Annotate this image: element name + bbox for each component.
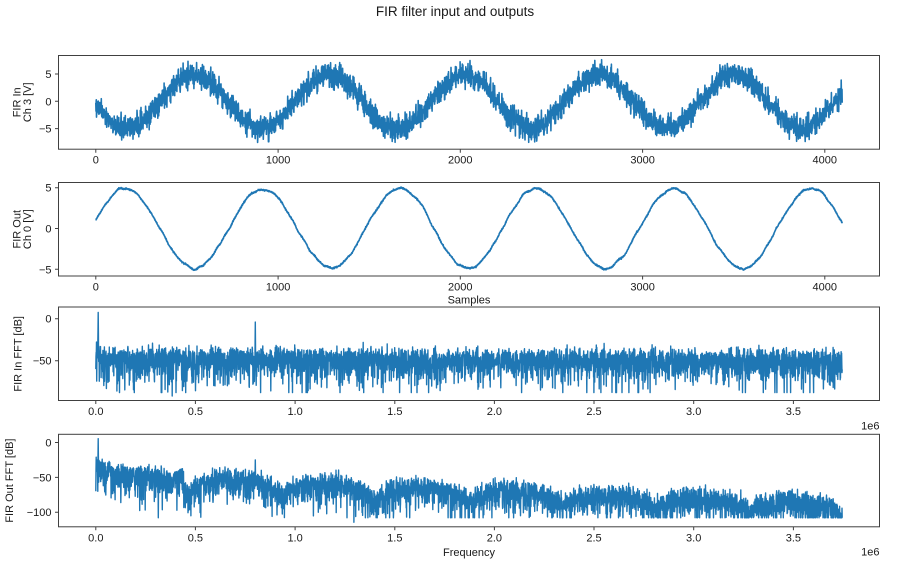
svg-text:2.0: 2.0 — [487, 406, 502, 418]
svg-text:0.0: 0.0 — [88, 532, 103, 544]
svg-text:−5: −5 — [39, 264, 52, 276]
svg-text:2.5: 2.5 — [586, 406, 601, 418]
svg-text:FIR In FFT [dB]: FIR In FFT [dB] — [13, 316, 25, 392]
svg-text:0: 0 — [93, 282, 99, 294]
svg-text:0: 0 — [45, 438, 51, 450]
svg-text:3000: 3000 — [630, 155, 654, 167]
svg-text:FIR In: FIR In — [12, 87, 24, 117]
svg-text:−100: −100 — [27, 507, 52, 519]
svg-text:−50: −50 — [33, 356, 52, 368]
svg-text:Ch 0 [V]: Ch 0 [V] — [22, 209, 34, 249]
svg-text:4000: 4000 — [813, 282, 837, 294]
svg-text:0: 0 — [45, 96, 51, 108]
svg-text:3.0: 3.0 — [686, 532, 701, 544]
svg-text:5: 5 — [45, 183, 51, 195]
svg-text:FIR filter input and outputs: FIR filter input and outputs — [376, 4, 535, 19]
svg-text:Samples: Samples — [448, 294, 491, 306]
svg-text:−5: −5 — [39, 124, 52, 136]
svg-text:1000: 1000 — [266, 155, 290, 167]
svg-text:3.5: 3.5 — [786, 532, 801, 544]
svg-text:0: 0 — [45, 224, 51, 236]
svg-text:0: 0 — [93, 155, 99, 167]
svg-text:1.0: 1.0 — [287, 532, 302, 544]
svg-text:0.0: 0.0 — [88, 406, 103, 418]
svg-text:1e6: 1e6 — [861, 420, 879, 432]
svg-text:3000: 3000 — [630, 282, 654, 294]
svg-text:1e6: 1e6 — [861, 547, 879, 559]
svg-text:1000: 1000 — [266, 282, 290, 294]
svg-text:Frequency: Frequency — [443, 547, 495, 559]
svg-text:5: 5 — [45, 69, 51, 81]
svg-text:2000: 2000 — [448, 282, 472, 294]
svg-text:0.5: 0.5 — [188, 532, 203, 544]
svg-text:4000: 4000 — [813, 155, 837, 167]
svg-text:−50: −50 — [33, 472, 52, 484]
svg-text:2.5: 2.5 — [586, 532, 601, 544]
svg-text:1.0: 1.0 — [287, 406, 302, 418]
svg-text:FIR Out: FIR Out — [12, 210, 24, 249]
svg-text:3.0: 3.0 — [686, 406, 701, 418]
svg-text:3.5: 3.5 — [786, 406, 801, 418]
svg-text:1.5: 1.5 — [387, 406, 402, 418]
svg-text:0.5: 0.5 — [188, 406, 203, 418]
svg-text:Ch 3 [V]: Ch 3 [V] — [22, 82, 34, 122]
svg-text:FIR Out FFT [dB]: FIR Out FFT [dB] — [4, 439, 16, 523]
svg-text:2000: 2000 — [448, 155, 472, 167]
svg-text:1.5: 1.5 — [387, 532, 402, 544]
svg-text:2.0: 2.0 — [487, 532, 502, 544]
svg-text:0: 0 — [45, 314, 51, 326]
